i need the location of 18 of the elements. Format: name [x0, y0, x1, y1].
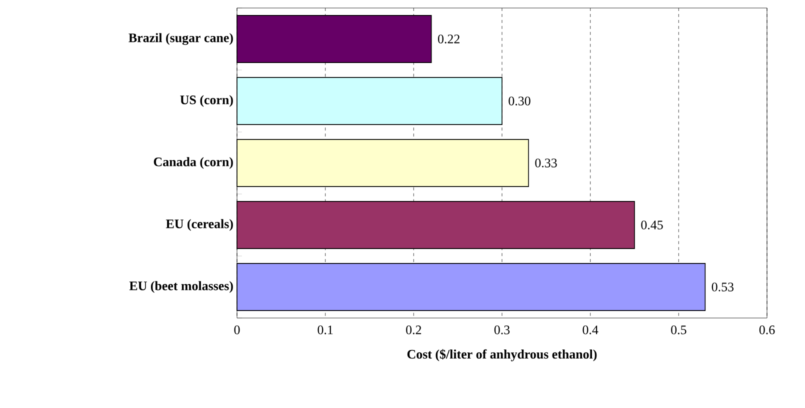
x-tick-label: 0	[234, 326, 240, 334]
x-tick-label: 0.4	[582, 326, 598, 334]
y-tick-label: Canada (corn)	[154, 157, 233, 169]
data-label: 0.22	[438, 34, 460, 44]
data-label: 0.33	[535, 158, 557, 168]
data-label: 0.45	[641, 220, 663, 230]
y-tick-label: US (corn)	[180, 95, 233, 107]
x-tick-label: 0.3	[494, 326, 510, 334]
data-label: 0.53	[712, 282, 734, 292]
y-tick-label: EU (cereals)	[166, 219, 233, 231]
x-tick-label: 0.2	[406, 326, 422, 334]
data-label: 0.30	[508, 96, 530, 106]
x-tick-label: 0.6	[759, 326, 775, 334]
x-tick-label: 0.5	[671, 326, 686, 334]
x-tick-label: 0.1	[318, 326, 333, 334]
x-axis-title: Cost ($/liter of anhydrous ethanol)	[407, 349, 597, 362]
y-tick-label: Brazil (sugar cane)	[128, 33, 233, 45]
y-tick-label: EU (beet molasses)	[129, 281, 233, 293]
